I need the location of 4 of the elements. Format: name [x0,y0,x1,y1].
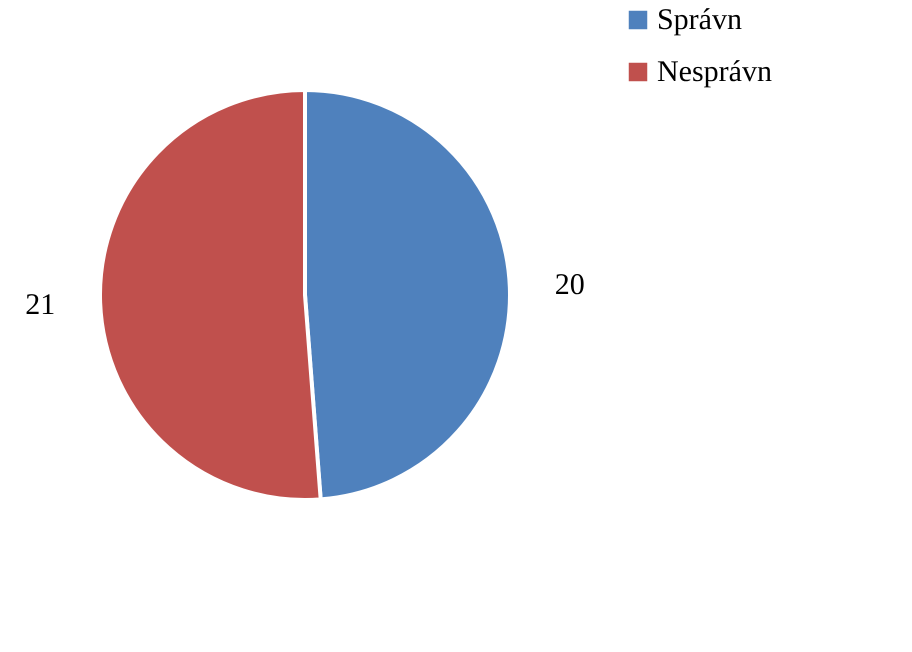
data-label: 21 [25,288,56,322]
legend-label: Nesprávn [657,55,772,88]
data-label: 20 [554,268,585,301]
legend-label: Správn [657,3,742,36]
